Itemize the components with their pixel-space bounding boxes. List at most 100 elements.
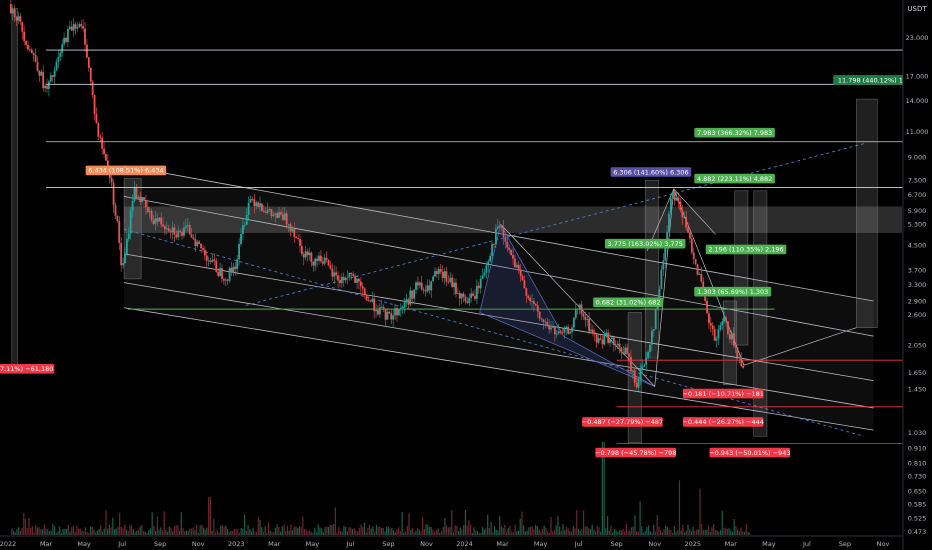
candle-body (426, 285, 429, 292)
y-tick-label: 14.000 (906, 97, 929, 105)
volume-bar (545, 527, 547, 535)
channel-fill (124, 165, 874, 431)
x-tick-label: Jul (117, 540, 126, 548)
volume-bar (321, 528, 323, 535)
volume-bar (651, 532, 653, 535)
candle-body (363, 288, 366, 295)
volume-bar (91, 526, 93, 535)
volume-bar (129, 524, 131, 535)
volume-bar (644, 531, 646, 535)
volume-bar (201, 524, 203, 535)
volume-bar (353, 528, 355, 535)
volume-bar (574, 528, 576, 535)
volume-bar (257, 517, 259, 535)
candle-body (392, 315, 395, 320)
volume-bar (398, 527, 400, 535)
channel-line (123, 196, 874, 337)
candle-body (559, 331, 562, 333)
candle-body (519, 269, 522, 277)
volume-bar (507, 527, 509, 535)
volume-bar (731, 531, 734, 535)
candle-body (660, 269, 663, 290)
volume-bar (11, 528, 13, 535)
candle-body (11, 9, 14, 14)
volume-bar (627, 531, 629, 535)
volume-bar (204, 529, 206, 535)
volume-bar (447, 527, 449, 535)
volume-bar (678, 480, 681, 535)
candle-body (527, 295, 530, 298)
volume-bar (139, 526, 141, 535)
volume-bar (672, 532, 674, 535)
candle-body (110, 178, 113, 183)
volume-bar (661, 532, 663, 535)
volume-bar (552, 531, 554, 535)
volume-bar (348, 526, 350, 535)
candle-body (51, 75, 54, 77)
volume-bar (559, 526, 561, 535)
volume-bar (362, 527, 364, 535)
volume-bar (579, 531, 581, 535)
volume-bar (180, 512, 182, 535)
x-tick-label: 2022 (0, 540, 16, 548)
volume-bar (403, 532, 405, 535)
volume-bar (454, 525, 456, 535)
candle-body (222, 278, 225, 281)
volume-bar (96, 530, 98, 535)
candle-body (529, 297, 532, 302)
volume-bar (707, 525, 710, 535)
candle-body (635, 382, 638, 388)
volume-bar (23, 512, 25, 535)
measurement-tag-label: −0.798 (−45.78%) −798 (595, 449, 676, 457)
volume-bar (543, 525, 545, 535)
volume-bar (370, 528, 372, 535)
volume-bar (196, 524, 198, 535)
volume-bar (459, 527, 461, 535)
volume-bar (488, 527, 491, 535)
volume-bar (538, 529, 540, 535)
candle-body (377, 310, 379, 315)
candle-body (439, 268, 442, 272)
volume-bar (666, 526, 669, 535)
volume-bar (262, 532, 265, 535)
candle-body (230, 267, 233, 273)
candle-body (167, 228, 170, 232)
volume-bar (333, 524, 335, 535)
volume-bar (509, 525, 511, 535)
candle-body (55, 61, 58, 71)
candle-body (57, 57, 60, 62)
candle-body (103, 148, 105, 155)
volume-bar (449, 526, 451, 535)
volume-bar (14, 532, 16, 535)
volume-bar (480, 532, 482, 535)
tag-layer: 6.306 (141.60%) 6.306 7.983 (366.32%) 7.9… (0, 75, 914, 458)
candle-body (285, 213, 288, 225)
volume-bar (261, 527, 263, 535)
drawing-layer (11, 8, 902, 444)
volume-bar (79, 528, 81, 535)
volume-bar (612, 532, 614, 535)
candle-body (409, 290, 412, 305)
volume-bar (153, 525, 155, 535)
volume-bar (625, 524, 627, 535)
volume-bar (618, 530, 621, 535)
candle-body (371, 299, 374, 302)
volume-bar (379, 526, 381, 535)
volume-bar (582, 510, 585, 535)
x-tick-label: Sep (154, 540, 166, 548)
candle-body (375, 310, 377, 312)
volume-bar (434, 532, 436, 535)
volume-bar (273, 532, 275, 535)
volume-bar (242, 529, 244, 535)
candle-body (481, 275, 484, 279)
volume-bar (136, 530, 138, 535)
candle-body (458, 293, 461, 299)
candle-body (711, 325, 714, 330)
volume-bar (743, 531, 746, 535)
candle-body (146, 207, 149, 213)
volume-bar (516, 531, 518, 535)
volume-bar (596, 525, 598, 535)
candle-body (411, 290, 414, 299)
volume-bar (565, 526, 568, 535)
